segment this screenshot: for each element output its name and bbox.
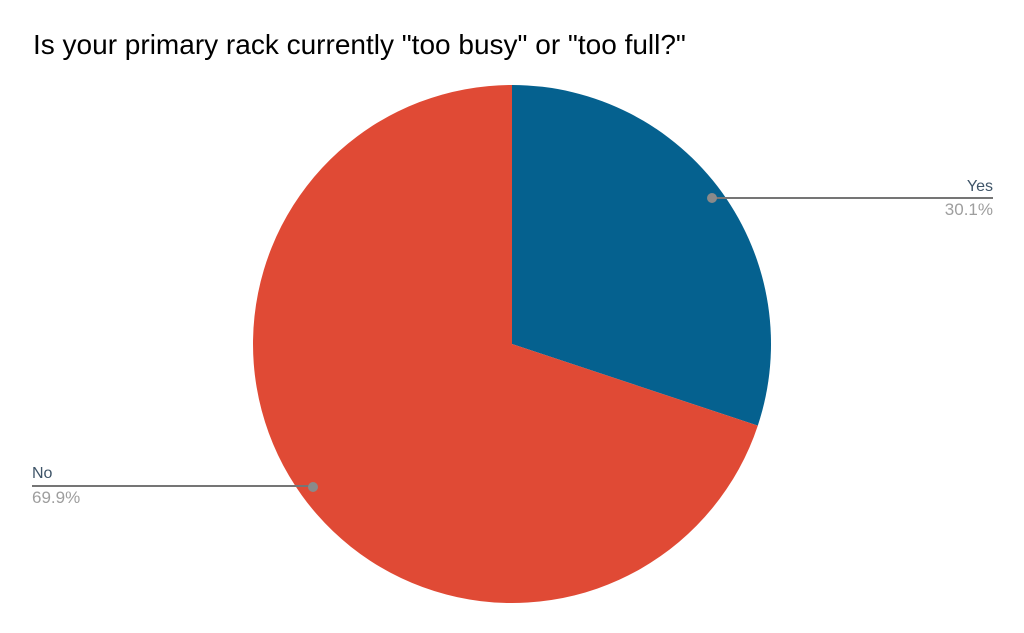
pie-slice-no [253, 85, 758, 603]
chart-title: Is your primary rack currently "too busy… [33, 29, 686, 60]
slice-label-no: No [32, 465, 53, 482]
slice-percent-yes: 30.1% [944, 200, 993, 219]
pie-slice-yes [512, 85, 772, 426]
callout-dot-yes [707, 193, 717, 203]
callout-dot-no [308, 482, 318, 492]
callout-line-yes [712, 197, 993, 199]
slice-percent-no: 69.9% [32, 488, 81, 507]
callout-line-no [32, 485, 313, 487]
slice-label-yes: Yes [966, 178, 993, 195]
